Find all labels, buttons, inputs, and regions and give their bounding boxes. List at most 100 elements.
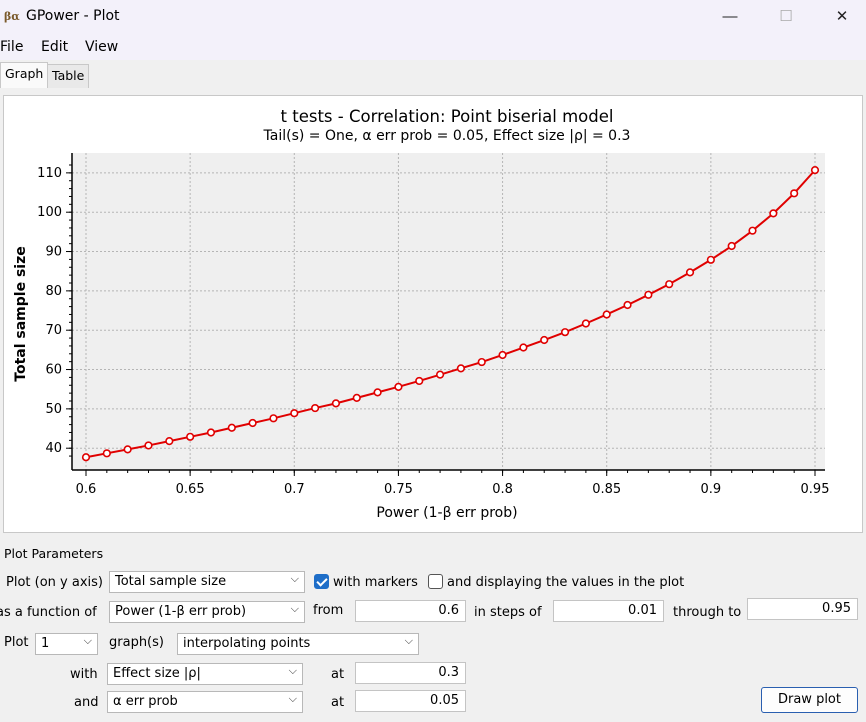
chart-subtitle: Tail(s) = One, α err prob = 0.05, Effect… [263,128,631,144]
function-of-label: as a function of [0,605,97,620]
title-bar: βα GPower - Plot — ☐ ✕ [0,0,866,34]
menu-view[interactable]: View [85,39,119,55]
data-point-marker [248,418,257,428]
graphs-label: graph(s) [109,635,164,650]
x-tick-label: 0.85 [592,482,621,497]
data-point-marker [665,280,674,289]
with-markers-label: with markers [333,575,418,590]
plot-count-select-value: 1 [41,636,50,651]
chevron-down-icon: ⌵ [288,692,297,705]
chevron-down-icon: ⌵ [290,602,299,615]
data-point-marker [540,335,549,345]
data-point-marker [227,423,236,432]
function-of-select[interactable]: Power (1-β err prob) ⌵ [109,601,305,623]
maximize-button[interactable]: ☐ [779,8,793,25]
data-point-marker [81,453,91,462]
chart-title: t tests - Correlation: Point biserial mo… [281,107,614,126]
data-point-marker [311,403,320,413]
and-label: and [74,695,99,710]
y-tick-label: 100 [37,205,62,220]
with-markers-checkbox[interactable] [314,574,329,589]
chart: t tests - Correlation: Point biserial mo… [13,107,830,521]
plot-area [72,153,825,470]
through-field[interactable]: 0.95 [747,598,858,620]
y-tick-label: 80 [45,284,62,299]
from-label: from [313,603,344,618]
menu-bar: File Edit View [0,34,866,60]
data-point-marker [519,343,528,352]
data-point-marker [810,166,820,175]
data-point-marker [581,319,590,328]
data-point-marker [477,357,486,367]
plot-count-label: Plot [4,635,29,650]
data-point-marker [435,370,445,379]
y-tick-label: 90 [45,245,62,260]
draw-plot-button[interactable]: Draw plot [761,687,858,713]
data-point-marker [123,445,132,454]
effect-size-field[interactable]: 0.3 [355,662,466,684]
and-at-label: at [331,695,345,710]
data-point-marker [623,300,632,310]
menu-file[interactable]: File [0,39,24,55]
y-tick-label: 60 [45,363,62,378]
display-values-checkbox[interactable] [428,574,443,589]
plot-parameters-panel: Plot Parameters Plot (on y axis) Total s… [0,540,866,722]
data-point-marker [144,441,153,450]
chevron-down-icon: ⌵ [83,634,92,647]
app-icon: βα [4,10,20,23]
x-tick-label: 0.7 [284,482,305,497]
y-tick-label: 110 [37,166,62,181]
x-axis-label: Power (1-β err prob) [376,505,517,521]
menu-edit[interactable]: Edit [41,39,69,55]
y-tick-label: 50 [45,402,62,417]
y-axis-label: Total sample size [13,246,29,381]
x-tick-label: 0.95 [801,482,830,497]
chevron-down-icon: ⌵ [404,634,413,647]
plot-count-select[interactable]: 1 ⌵ [35,633,98,655]
chevron-down-icon: ⌵ [290,572,299,585]
close-button[interactable]: ✕ [835,8,849,25]
data-point-marker [206,428,216,437]
graphs-mode-select[interactable]: interpolating points ⌵ [177,633,419,655]
and-parameter-select[interactable]: α err prob ⌵ [107,691,303,713]
and-parameter-select-value: α err prob [113,694,178,709]
data-point-marker [290,409,299,418]
data-point-marker [602,310,611,319]
tab-table[interactable]: Table [47,64,90,88]
tab-graph[interactable]: Graph [0,62,49,88]
data-point-marker [331,399,341,408]
data-point-marker [352,393,361,402]
y-axis-select[interactable]: Total sample size ⌵ [109,571,305,593]
data-point-marker [727,241,736,251]
steps-field[interactable]: 0.01 [553,600,664,622]
y-axis-param-label: Plot (on y axis) [6,575,103,590]
data-point-marker [394,382,403,391]
y-tick-label: 40 [45,441,62,456]
data-point-marker [790,189,799,198]
minimize-button[interactable]: — [722,8,738,25]
alpha-field[interactable]: 0.05 [355,690,466,712]
x-tick-label: 0.6 [76,482,97,497]
from-field[interactable]: 0.6 [355,600,466,622]
steps-label: in steps of [474,605,542,620]
chevron-down-icon: ⌵ [288,664,297,677]
window-title: GPower - Plot [26,8,120,24]
data-point-marker [685,268,695,277]
tab-bar: Graph Table [0,62,866,88]
data-point-marker [748,226,757,235]
data-point-marker [269,414,278,423]
data-point-marker [415,376,424,386]
with-at-label: at [331,667,345,682]
display-values-label: and displaying the values in the plot [447,575,685,590]
plot-panel: t tests - Correlation: Point biserial mo… [3,95,863,533]
with-parameter-select[interactable]: Effect size |ρ| ⌵ [107,663,303,685]
data-point-marker [165,437,174,446]
x-tick-label: 0.8 [492,482,513,497]
graphs-mode-select-value: interpolating points [183,636,311,651]
data-point-marker [102,449,111,458]
data-point-marker [706,255,715,264]
with-parameter-select-value: Effect size |ρ| [113,666,201,681]
section-title: Plot Parameters [4,546,104,561]
with-label: with [70,667,98,682]
data-point-marker [769,209,778,218]
